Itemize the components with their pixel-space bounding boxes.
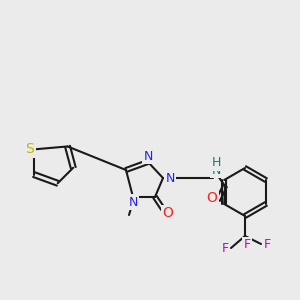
- Text: O: O: [207, 191, 218, 205]
- Text: F: F: [243, 238, 250, 251]
- Text: N: N: [165, 172, 175, 184]
- Text: F: F: [263, 238, 271, 250]
- Text: N: N: [128, 196, 138, 208]
- Text: N: N: [143, 149, 153, 163]
- Text: S: S: [26, 142, 34, 156]
- Text: N: N: [211, 164, 221, 176]
- Text: F: F: [221, 242, 229, 254]
- Text: H: H: [211, 157, 221, 169]
- Text: O: O: [163, 206, 173, 220]
